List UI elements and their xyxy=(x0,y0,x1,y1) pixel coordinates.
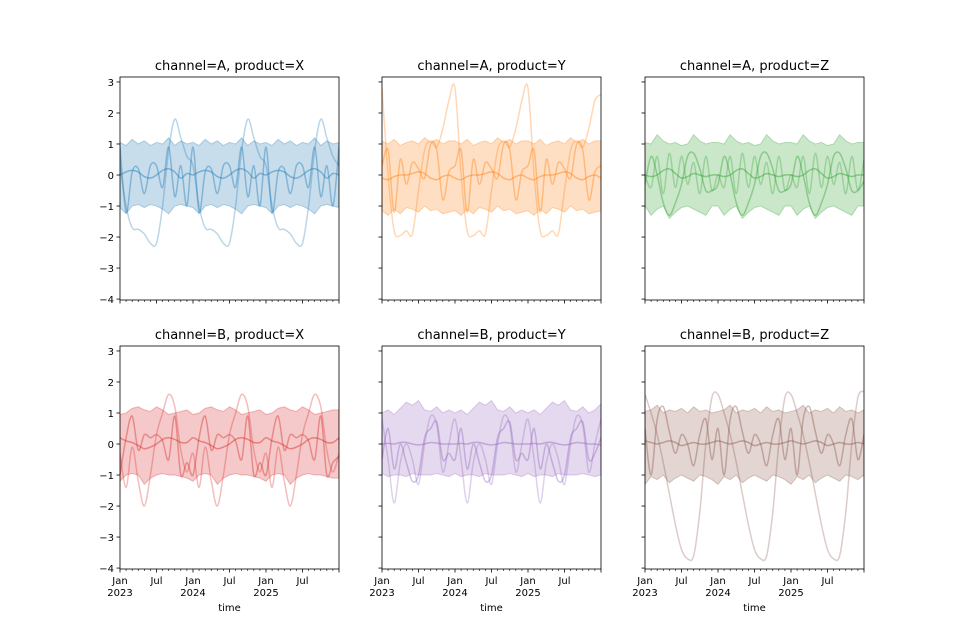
subplot-title: channel=A, product=Z xyxy=(680,59,829,74)
x-tick-year-label: 2024 xyxy=(705,588,730,599)
y-tick-label: −2 xyxy=(99,233,114,244)
y-tick-label: −2 xyxy=(99,502,114,513)
mean-line xyxy=(120,167,339,179)
plot-area xyxy=(120,118,339,248)
series-line-2 xyxy=(382,140,601,213)
x-tick-label: Jul xyxy=(222,576,235,587)
subplot-panel: channel=B, product=X−4−3−2−10123Jan2023J… xyxy=(99,328,340,614)
x-tick-label: Jan xyxy=(782,576,798,587)
series-line-2 xyxy=(120,146,339,213)
x-tick-year-label: 2025 xyxy=(778,588,803,599)
x-tick-label: Jul xyxy=(820,576,833,587)
x-axis-label: time xyxy=(218,603,241,614)
subplot-title: channel=B, product=X xyxy=(155,328,304,343)
y-tick-label: −1 xyxy=(99,202,114,213)
x-tick-year-label: 2023 xyxy=(107,588,132,599)
y-tick-label: 2 xyxy=(108,378,114,389)
plot-area xyxy=(382,399,601,504)
x-tick-label: Jul xyxy=(411,576,424,587)
subplot-title: channel=B, product=Z xyxy=(680,328,829,343)
y-tick-label: 0 xyxy=(108,440,114,451)
uncertainty-band xyxy=(645,404,864,486)
x-tick-year-label: 2023 xyxy=(632,588,657,599)
y-tick-label: 0 xyxy=(108,171,114,182)
x-axis-label: time xyxy=(743,603,766,614)
subplot-title: channel=A, product=X xyxy=(155,59,304,74)
x-tick-year-label: 2025 xyxy=(515,588,540,599)
series-line-1 xyxy=(382,414,601,504)
subplot-title: channel=B, product=Y xyxy=(417,328,565,343)
mean-line xyxy=(382,171,601,181)
y-tick-label: −3 xyxy=(99,533,114,544)
subplot-title: channel=A, product=Y xyxy=(417,59,565,74)
uncertainty-band xyxy=(120,406,339,486)
series-line-1 xyxy=(645,390,864,562)
series-line-1 xyxy=(645,152,864,195)
plot-area xyxy=(645,133,864,220)
x-tick-label: Jan xyxy=(257,576,273,587)
uncertainty-band xyxy=(645,133,864,220)
mean-line xyxy=(645,167,864,179)
x-tick-label: Jul xyxy=(557,576,570,587)
x-tick-label: Jan xyxy=(636,576,652,587)
y-tick-label: −3 xyxy=(99,264,114,275)
y-tick-label: 3 xyxy=(108,78,114,89)
plot-area xyxy=(120,393,339,507)
subplot-panel: channel=A, product=Y xyxy=(378,59,602,304)
series-line-2 xyxy=(382,419,601,483)
series-line-2 xyxy=(120,415,339,478)
x-tick-year-label: 2023 xyxy=(369,588,394,599)
subplot-panel: channel=A, product=X −4 −3 −2 −1 0 1 2 3 xyxy=(99,59,340,306)
plot-area xyxy=(645,390,864,562)
x-tick-label: Jul xyxy=(295,576,308,587)
y-tick-label: 3 xyxy=(108,347,114,358)
x-tick-year-label: 2024 xyxy=(180,588,205,599)
uncertainty-band xyxy=(382,399,601,478)
x-tick-label: Jan xyxy=(184,576,200,587)
x-axis-label: time xyxy=(480,603,503,614)
mean-line xyxy=(382,441,601,446)
y-tick-label: −1 xyxy=(99,471,114,482)
plot-area xyxy=(382,83,601,238)
uncertainty-band xyxy=(382,137,601,216)
x-tick-year-label: 2025 xyxy=(253,588,278,599)
series-line-1 xyxy=(120,118,339,248)
y-tick-label: −4 xyxy=(99,564,114,575)
subplot-panel: channel=A, product=Z xyxy=(641,59,865,304)
mean-line xyxy=(645,440,864,447)
y-tick-label: 2 xyxy=(108,109,114,120)
x-tick-label: Jan xyxy=(709,576,725,587)
series-line-1 xyxy=(120,393,339,507)
x-tick-year-label: 2024 xyxy=(442,588,467,599)
x-tick-label: Jan xyxy=(111,576,127,587)
x-tick-label: Jul xyxy=(484,576,497,587)
y-tick-label: 1 xyxy=(108,409,114,420)
x-tick-label: Jan xyxy=(373,576,389,587)
x-tick-label: Jan xyxy=(446,576,462,587)
y-tick-label: 1 xyxy=(108,140,114,151)
x-tick-label: Jan xyxy=(519,576,535,587)
y-tick-label: −4 xyxy=(99,295,114,306)
series-line-2 xyxy=(645,405,864,476)
x-tick-label: Jul xyxy=(674,576,687,587)
series-line-2 xyxy=(645,151,864,217)
x-tick-label: Jul xyxy=(149,576,162,587)
uncertainty-band xyxy=(120,137,339,215)
mean-line xyxy=(120,437,339,450)
series-line-1 xyxy=(382,83,601,238)
x-tick-label: Jul xyxy=(747,576,760,587)
